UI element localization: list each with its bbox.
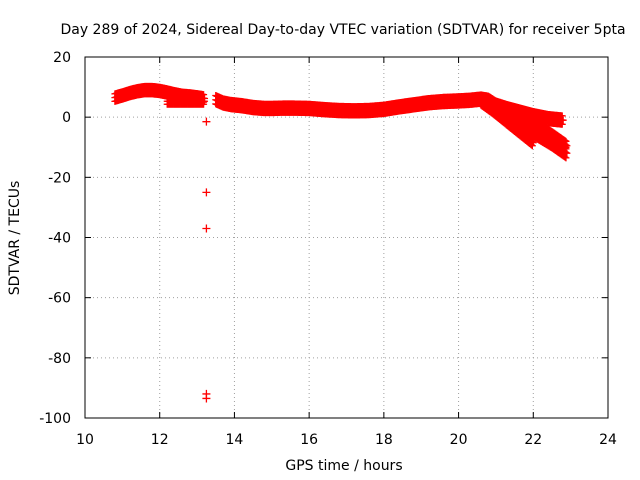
data-point: [563, 142, 571, 150]
data-point: [202, 117, 211, 126]
data-point: [561, 137, 569, 145]
tick-labels: 10 12 14 16 18 20 22 24 -100 -80 -60 -40 -20 0 20: [39, 50, 617, 448]
y-tick-label: -20: [48, 170, 71, 186]
data-points: [111, 82, 571, 403]
data-point: [202, 188, 211, 197]
y-axis-label: SDTVAR / TECUs: [7, 181, 23, 296]
y-tick-label: -100: [39, 411, 71, 427]
x-axis-label: GPS time / hours: [285, 458, 402, 474]
x-tick-label: 14: [226, 432, 244, 448]
axis-ticks: [84, 56, 609, 419]
y-tick-label: -60: [48, 291, 71, 307]
y-tick-label: 0: [62, 110, 71, 126]
x-tick-label: 12: [151, 432, 169, 448]
x-tick-label: 10: [76, 432, 94, 448]
data-point: [202, 224, 211, 233]
series-descending-branch-c: [503, 103, 571, 153]
series-outliers: [202, 117, 211, 403]
data-point: [559, 116, 567, 124]
y-tick-label: 20: [53, 50, 71, 66]
data-point: [563, 149, 571, 157]
data-point: [558, 112, 566, 120]
x-tick-label: 22: [524, 432, 542, 448]
chart-title: Day 289 of 2024, Sidereal Day-to-day VTE…: [60, 22, 625, 38]
x-tick-label: 16: [300, 432, 318, 448]
y-tick-label: -80: [48, 351, 71, 367]
series-low-track-left: [163, 94, 209, 108]
x-tick-label: 18: [375, 432, 393, 448]
data-point: [201, 97, 209, 105]
x-tick-label: 20: [450, 432, 468, 448]
data-point: [562, 137, 570, 145]
data-point: [200, 94, 208, 102]
y-tick-label: -40: [48, 231, 71, 247]
x-tick-label: 24: [599, 432, 617, 448]
data-point: [202, 394, 211, 403]
series-main-track-right: [212, 91, 567, 128]
data-point: [529, 139, 537, 147]
